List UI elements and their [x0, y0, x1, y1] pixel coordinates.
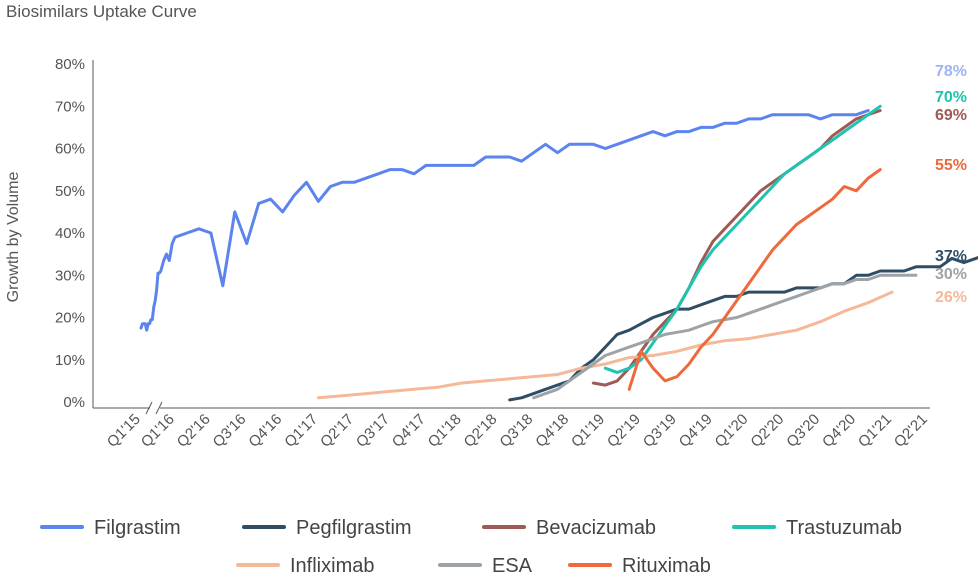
y-tick-label: 70% [55, 98, 85, 115]
legend-label: Pegfilgrastim [296, 517, 412, 539]
x-tick-label: Q2'21 [891, 411, 931, 451]
axis-break-mark [145, 401, 163, 415]
series-line-esa [532, 273, 918, 400]
y-tick-label: 20% [55, 310, 85, 327]
legend-item-trastuzumab: Trastuzumab [732, 517, 902, 539]
end-label-infliximab: 26% [935, 289, 967, 306]
x-tick-label: Q3'16 [210, 411, 250, 451]
y-tick-label: 40% [55, 225, 85, 242]
y-tick-label: 0% [63, 394, 85, 411]
legend-label: ESA [492, 555, 533, 577]
legend-item-pegfilgrastim: Pegfilgrastim [242, 517, 412, 539]
x-tick-label: Q1'20 [712, 411, 752, 451]
x-tick-label: Q4'20 [819, 411, 859, 451]
x-tick-group: Q1'15Q1'16Q2'16Q3'16Q4'16Q1'17Q2'17Q3'17… [104, 411, 931, 451]
end-label-rituximab: 55% [935, 157, 967, 174]
x-tick-label: Q1'15 [104, 411, 144, 451]
x-tick-label: Q4'16 [245, 411, 285, 451]
x-tick-label: Q1'19 [568, 411, 608, 451]
x-tick-label: Q3'19 [640, 411, 680, 451]
x-tick-label: Q2'16 [174, 411, 214, 451]
x-tick-label: Q4'17 [389, 411, 429, 451]
legend-item-filgrastim: Filgrastim [40, 517, 181, 539]
x-tick-label: Q3'20 [783, 411, 823, 451]
legend-label: Bevacizumab [536, 517, 656, 539]
legend-item-rituximab: Rituximab [568, 555, 711, 577]
x-tick-label: Q2'18 [461, 411, 501, 451]
x-tick-label: Q1'16 [138, 411, 178, 451]
x-tick-label: Q2'20 [747, 411, 787, 451]
x-tick-label: Q4'19 [676, 411, 716, 451]
end-label-pegfilgrastim: 37% [935, 248, 967, 265]
series-line-trastuzumab [603, 104, 882, 374]
x-tick-label: Q1'17 [281, 411, 321, 451]
x-tick-label: Q2'17 [317, 411, 357, 451]
y-tick-label: 50% [55, 183, 85, 200]
series-group [139, 104, 978, 402]
legend-label: Rituximab [622, 555, 711, 577]
x-tick-label: Q1'18 [425, 411, 465, 451]
y-tick-group: 80% 70% 60% 50% 40% 30% 20% 10% 0% [55, 56, 85, 411]
end-label-filgrastim: 78% [935, 63, 967, 80]
series-line-filgrastim [139, 109, 870, 332]
legend-item-bevacizumab: Bevacizumab [482, 517, 656, 539]
legend-item-esa: ESA [438, 555, 533, 577]
series-line-rituximab [627, 168, 882, 391]
y-tick-label: 60% [55, 141, 85, 158]
end-label-trastuzumab: 70% [935, 89, 967, 106]
legend-label: Infliximab [290, 555, 374, 577]
y-tick-label: 10% [55, 352, 85, 369]
x-tick-label: Q2'19 [604, 411, 644, 451]
end-label-bevacizumab: 69% [935, 107, 967, 124]
y-tick-label: 30% [55, 267, 85, 284]
y-tick-label: 80% [55, 56, 85, 73]
x-tick-label: Q1'21 [855, 411, 895, 451]
x-tick-label: Q3'18 [496, 411, 536, 451]
x-tick-label: Q4'18 [532, 411, 572, 451]
series-line-pegfilgrastim [508, 256, 978, 402]
end-label-group: 78% 37% 69%70% 26% 30% 55% [935, 63, 967, 306]
y-axis-label: Growth by Volume [5, 172, 22, 303]
legend-label: Trastuzumab [786, 517, 902, 539]
series-line-infliximab [316, 290, 894, 400]
chart-title: Biosimilars Uptake Curve [6, 2, 197, 21]
legend-label: Filgrastim [94, 517, 181, 539]
legend: Filgrastim Pegfilgrastim Bevacizumab Trastu… [40, 517, 902, 577]
legend-item-infliximab: Infliximab [236, 555, 374, 577]
end-label-esa: 30% [935, 266, 967, 283]
x-tick-label: Q3'17 [353, 411, 393, 451]
